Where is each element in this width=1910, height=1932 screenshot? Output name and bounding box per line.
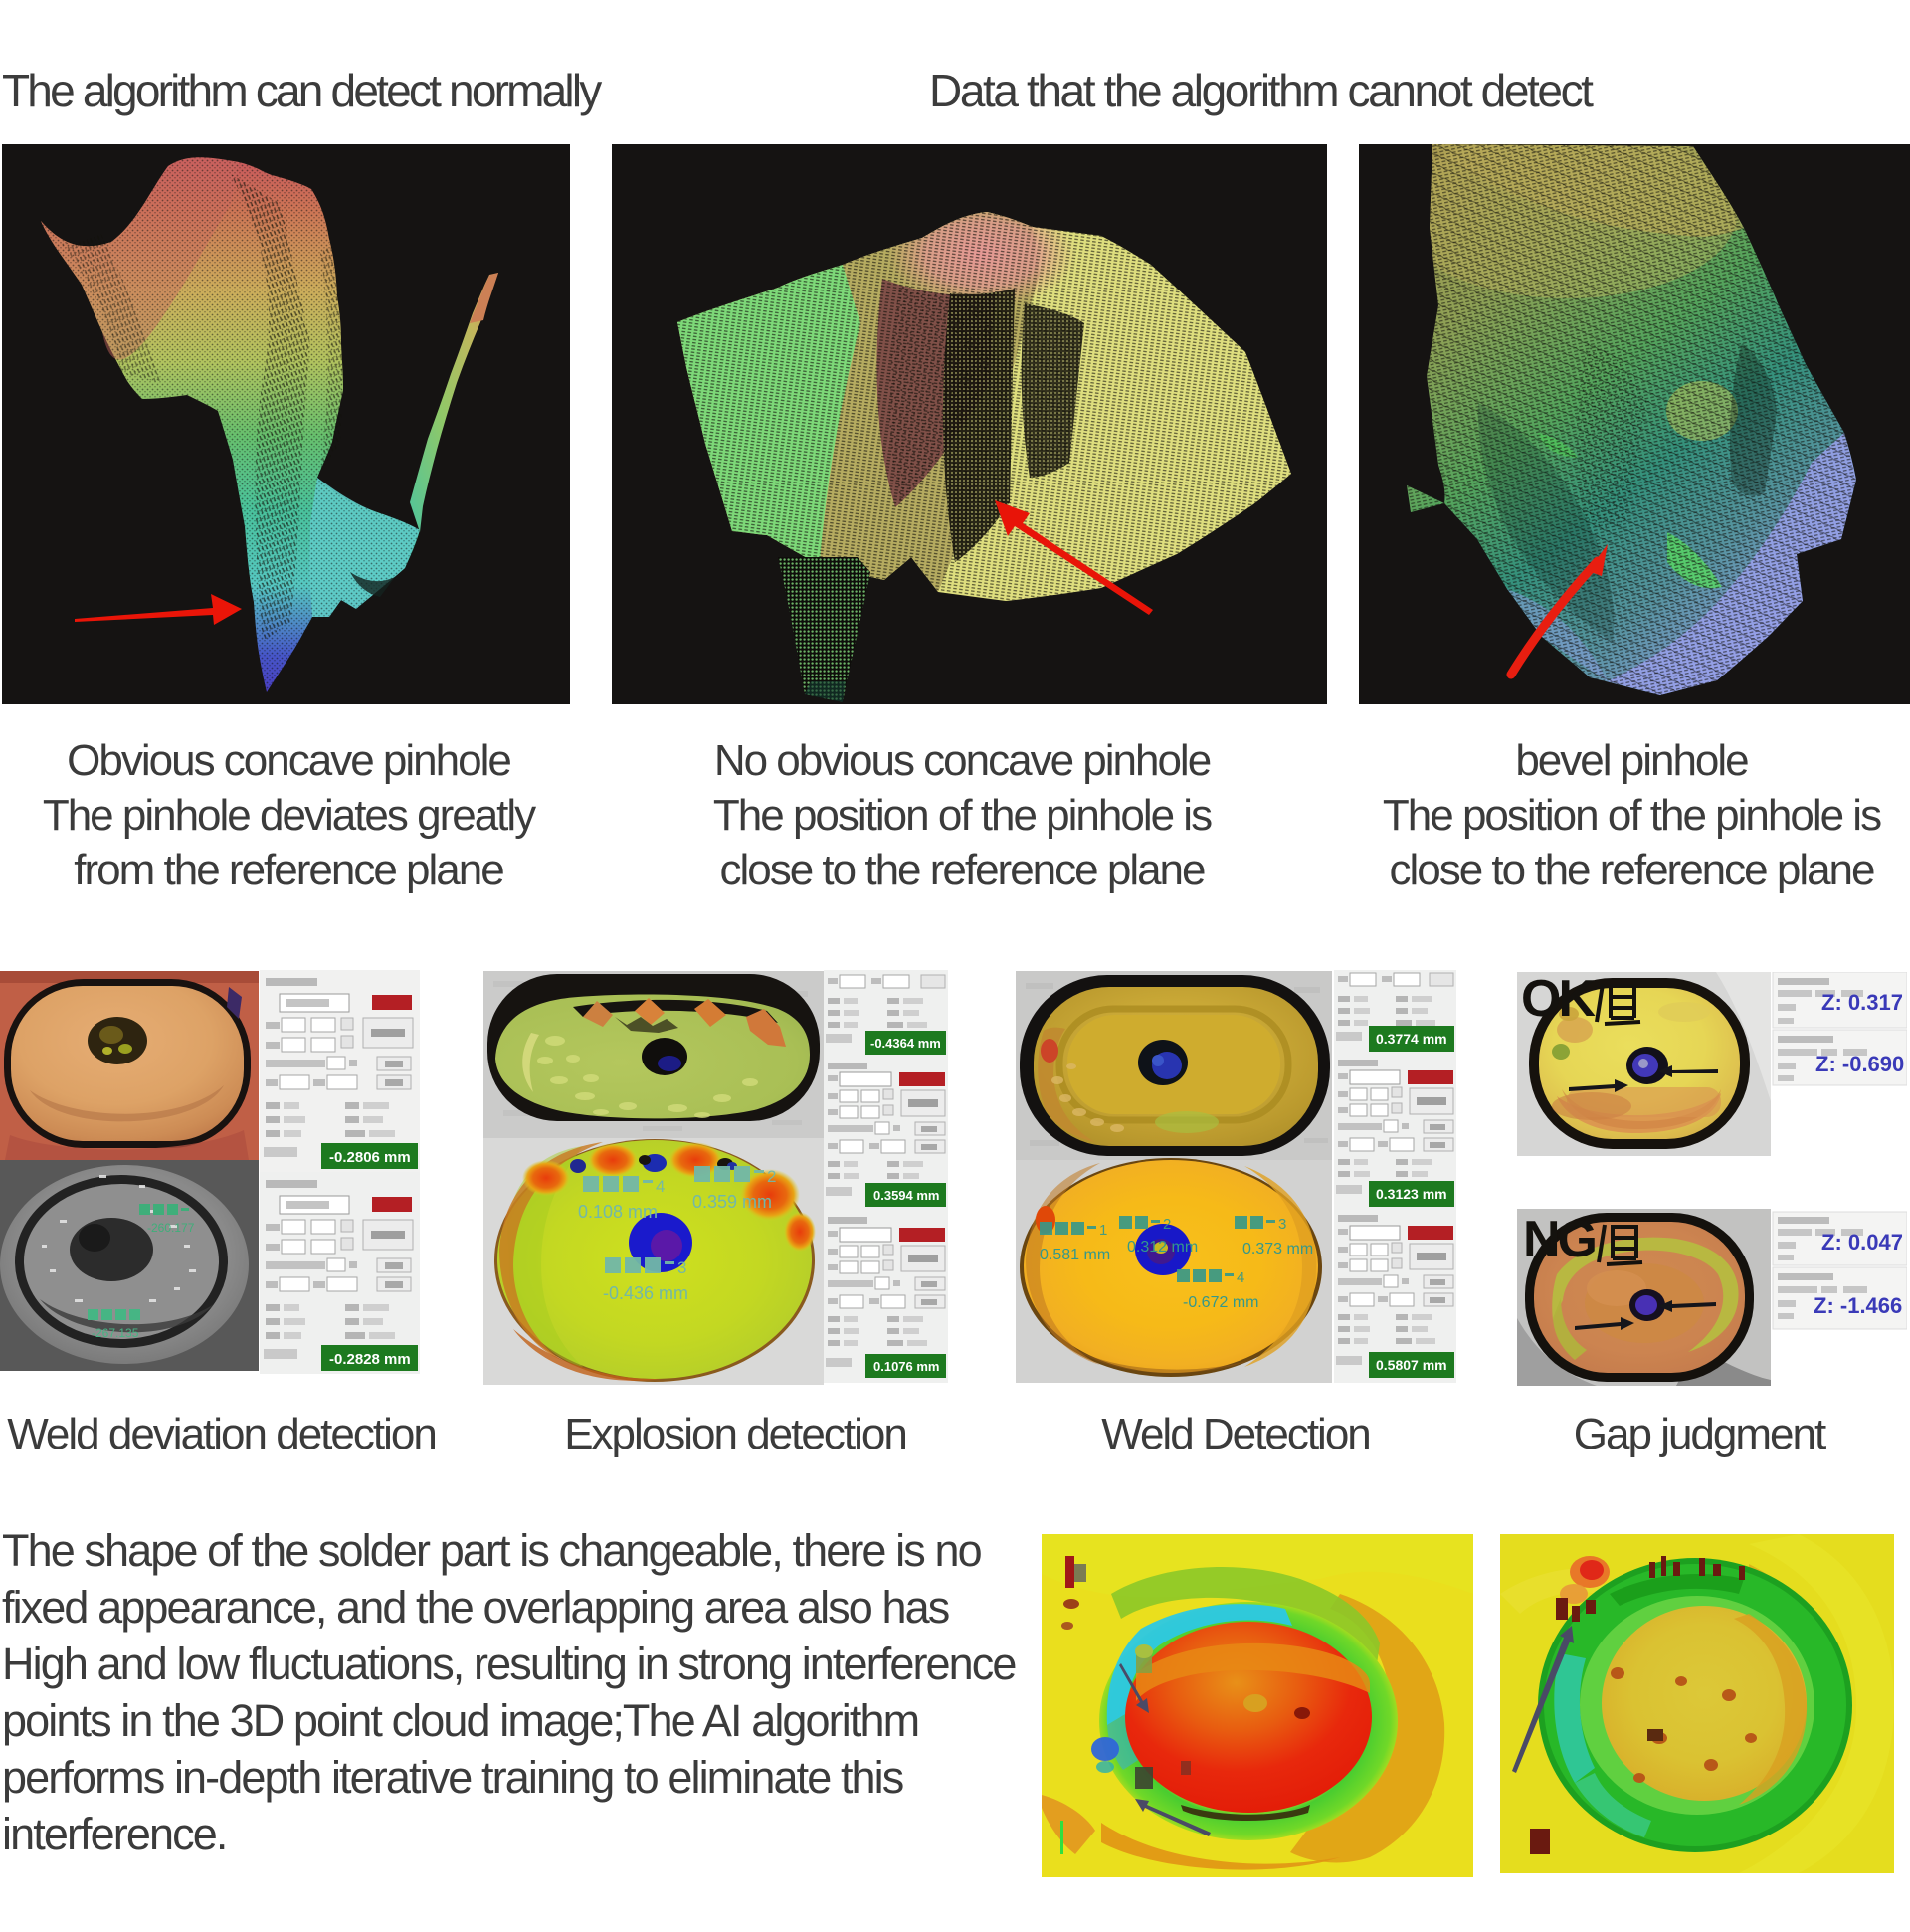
svg-text:3: 3 (677, 1258, 686, 1277)
svg-text:2: 2 (1163, 1216, 1171, 1233)
svg-text:0.3774 mm: 0.3774 mm (1376, 1031, 1447, 1047)
svg-text:1: 1 (1099, 1222, 1107, 1239)
svg-text:OK: OK (1521, 972, 1596, 1028)
svg-text:0.3123 mm: 0.3123 mm (1376, 1186, 1447, 1202)
svg-text:Z: -1.466: Z: -1.466 (1814, 1293, 1902, 1318)
svg-text:Z: 0.047: Z: 0.047 (1821, 1230, 1903, 1255)
svg-text:Z: 0.317: Z: 0.317 (1821, 990, 1903, 1015)
svg-text:0.108 mm: 0.108 mm (578, 1202, 658, 1222)
svg-text:0.359 mm: 0.359 mm (692, 1192, 772, 1212)
svg-text:0.312 mm: 0.312 mm (1127, 1239, 1198, 1256)
svg-text:Z: -0.690: Z: -0.690 (1815, 1052, 1904, 1076)
svg-text:-0.436 mm: -0.436 mm (603, 1283, 688, 1303)
svg-text:-260.177: -260.177 (147, 1221, 195, 1235)
svg-text:-0.2806 mm: -0.2806 mm (329, 1149, 411, 1166)
svg-text:4: 4 (1237, 1269, 1244, 1286)
svg-text:NG: NG (1523, 1211, 1596, 1268)
svg-text:0.3594 mm: 0.3594 mm (873, 1188, 940, 1203)
svg-text:2: 2 (767, 1167, 776, 1186)
svg-text:-0.2828 mm: -0.2828 mm (329, 1351, 411, 1368)
svg-text:-0.4364 mm: -0.4364 mm (870, 1036, 941, 1051)
svg-text:-267.135: -267.135 (92, 1326, 139, 1340)
svg-text:0.581 mm: 0.581 mm (1040, 1247, 1110, 1263)
svg-text:0.5807 mm: 0.5807 mm (1376, 1357, 1447, 1373)
svg-text:4: 4 (656, 1177, 665, 1196)
svg-text:3: 3 (1278, 1216, 1286, 1233)
svg-text:0.373 mm: 0.373 mm (1242, 1241, 1313, 1257)
svg-text:0.1076 mm: 0.1076 mm (873, 1359, 940, 1374)
svg-text:-0.672 mm: -0.672 mm (1183, 1294, 1258, 1311)
